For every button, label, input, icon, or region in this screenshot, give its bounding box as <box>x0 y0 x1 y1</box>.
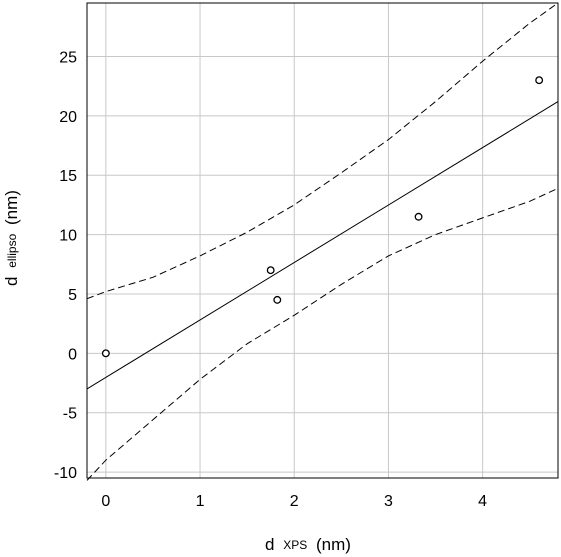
x-axis-title-sub: XPS <box>283 538 307 552</box>
x-axis-title-main: d <box>265 535 274 554</box>
data-point <box>535 76 544 85</box>
curves <box>86 2 559 481</box>
x-tick-label: 3 <box>384 493 393 510</box>
data-point <box>273 295 282 304</box>
x-axis-title-unit: (nm) <box>316 535 351 554</box>
y-tick-label: 10 <box>59 228 77 245</box>
y-tick-label: 5 <box>68 287 77 304</box>
y-tick-label: 20 <box>59 109 77 126</box>
y-axis-title: d ellipso (nm) <box>1 190 21 286</box>
grid <box>87 3 558 478</box>
y-axis-title-main: d <box>2 276 21 285</box>
tick-labels: 0 1 2 3 4 -10 -5 0 5 10 15 20 25 <box>54 49 487 510</box>
y-axis-title-unit: (nm) <box>2 190 21 225</box>
x-tick-label: 2 <box>290 493 299 510</box>
x-tick-label: 1 <box>196 493 205 510</box>
y-tick-label: -10 <box>54 465 77 482</box>
confidence-band-lower <box>86 187 559 481</box>
data-point <box>101 349 110 358</box>
x-tick-label: 0 <box>101 493 110 510</box>
plot-frame <box>86 2 559 479</box>
data-points <box>101 76 544 358</box>
data-point <box>266 266 275 275</box>
x-tick-label: 4 <box>478 493 487 510</box>
confidence-band-upper <box>86 2 559 300</box>
regression-line <box>86 101 559 390</box>
x-axis-title: d XPS (nm) <box>265 534 351 554</box>
y-tick-label: 25 <box>59 49 77 66</box>
data-point <box>414 212 423 221</box>
y-tick-label: 15 <box>59 168 77 185</box>
y-axis-title-sub: ellipso <box>5 233 19 267</box>
y-tick-label: -5 <box>63 406 77 423</box>
y-tick-label: 0 <box>68 346 77 363</box>
